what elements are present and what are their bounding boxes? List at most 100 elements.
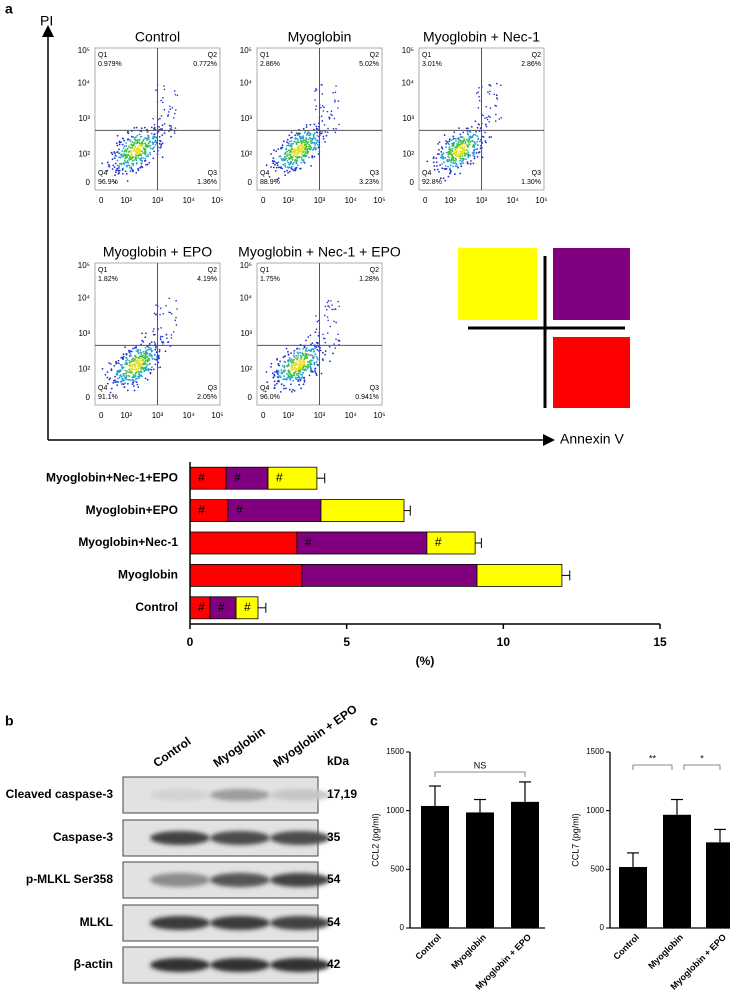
bar-segment bbox=[235, 596, 259, 620]
cytometry-event bbox=[290, 161, 293, 164]
cytometry-event bbox=[453, 131, 456, 134]
y-tick-label: 10² bbox=[78, 365, 90, 374]
cytometry-event bbox=[462, 131, 465, 134]
cytometry-event bbox=[291, 168, 294, 171]
cytometry-event bbox=[310, 370, 313, 373]
cytometry-event bbox=[466, 162, 469, 165]
quadrant-name: Q2 bbox=[208, 267, 217, 274]
cytometry-event bbox=[306, 357, 309, 359]
cytometry-event bbox=[449, 172, 451, 175]
cytometry-event bbox=[464, 142, 467, 144]
quadrant-name: Q3 bbox=[370, 385, 379, 392]
cytometry-event bbox=[272, 376, 275, 379]
cytometry-event bbox=[323, 124, 326, 126]
cytometry-event bbox=[106, 161, 109, 164]
cytometry-event bbox=[160, 307, 162, 310]
cytometry-event bbox=[281, 167, 284, 170]
quadrant-legend bbox=[458, 248, 537, 320]
cytometry-event bbox=[142, 351, 145, 353]
cytometry-event bbox=[146, 353, 149, 355]
cytometry-event bbox=[290, 131, 293, 134]
cytometry-event bbox=[288, 357, 291, 359]
cytometry-event bbox=[452, 143, 455, 146]
cytometry-event bbox=[314, 139, 317, 141]
cytometry-event bbox=[273, 149, 275, 152]
cytometry-event bbox=[144, 361, 147, 364]
cytometry-event bbox=[133, 358, 136, 361]
cytometry-event bbox=[104, 373, 107, 376]
cytometry-event bbox=[154, 333, 156, 336]
y-tick-label: 1000 bbox=[386, 806, 404, 815]
cytometry-event bbox=[137, 169, 140, 172]
cytometry-event bbox=[293, 140, 296, 143]
cytometry-event bbox=[290, 352, 292, 354]
cytometry-event bbox=[151, 366, 153, 369]
cytometry-event bbox=[285, 157, 287, 160]
cytometry-event bbox=[295, 166, 298, 169]
cytometry-event bbox=[331, 114, 333, 117]
cytometry-event bbox=[317, 143, 319, 146]
cytometry-event bbox=[333, 308, 335, 311]
cytometry-event bbox=[286, 138, 289, 141]
cytometry-event bbox=[121, 377, 124, 380]
cytometry-event bbox=[134, 146, 137, 149]
cytometry-event bbox=[332, 352, 334, 355]
cytometry-event bbox=[136, 142, 139, 144]
cytometry-event bbox=[140, 367, 143, 370]
cytometry-event bbox=[432, 161, 435, 164]
cytometry-event bbox=[168, 311, 170, 314]
axis-label: Annexin V bbox=[560, 431, 624, 447]
cytometry-event bbox=[284, 174, 287, 177]
cytometry-event bbox=[130, 144, 133, 147]
cytometry-event bbox=[484, 117, 486, 119]
cytometry-event bbox=[288, 371, 291, 374]
cytometry-event bbox=[287, 161, 290, 164]
cytometry-event bbox=[297, 370, 300, 373]
bar bbox=[619, 866, 647, 928]
cytometry-event bbox=[456, 165, 459, 168]
cytometry-event bbox=[145, 356, 147, 359]
cytometry-event bbox=[168, 297, 171, 300]
cytometry-event bbox=[291, 163, 294, 166]
cytometry-event bbox=[164, 350, 167, 353]
cytometry-event bbox=[136, 134, 139, 137]
cytometry-event bbox=[310, 350, 312, 352]
cytometry-event bbox=[151, 356, 153, 358]
cytometry-event bbox=[287, 370, 290, 372]
cytometry-event bbox=[500, 117, 503, 119]
cytometry-event bbox=[154, 144, 157, 146]
cytometry-event bbox=[294, 376, 297, 379]
cytometry-event bbox=[470, 126, 473, 128]
cytometry-event bbox=[291, 136, 293, 139]
cytometry-event bbox=[297, 356, 299, 359]
cytometry-event bbox=[290, 147, 293, 150]
cytometry-event bbox=[298, 348, 301, 351]
bar-segment bbox=[296, 531, 428, 555]
cytometry-event bbox=[323, 106, 325, 109]
cytometry-event bbox=[288, 163, 291, 166]
quadrant-value: 1.30% bbox=[521, 179, 541, 186]
cytometry-event bbox=[301, 146, 304, 148]
cytometry-event bbox=[467, 156, 470, 159]
cytometry-event bbox=[282, 157, 285, 160]
quadrant-value: 88.9% bbox=[260, 179, 280, 186]
cytometry-event bbox=[322, 135, 325, 138]
cytometry-event bbox=[145, 332, 147, 335]
cytometry-event bbox=[309, 145, 312, 148]
cytometry-event bbox=[293, 364, 296, 367]
cytometry-event bbox=[160, 327, 162, 329]
cytometry-event bbox=[302, 137, 305, 140]
cytometry-event bbox=[169, 128, 172, 131]
cytometry-event bbox=[134, 355, 137, 358]
cytometry-event bbox=[289, 372, 291, 375]
cytometry-event bbox=[277, 161, 280, 164]
bar bbox=[421, 805, 449, 928]
y-tick-label: 10⁵ bbox=[78, 46, 90, 55]
cytometry-event bbox=[125, 357, 128, 359]
cytometry-event bbox=[476, 141, 479, 143]
cytometry-event bbox=[305, 145, 308, 148]
cytometry-event bbox=[279, 391, 282, 393]
cytometry-event bbox=[298, 148, 301, 151]
cytometry-event bbox=[457, 138, 460, 141]
cytometry-event bbox=[117, 377, 119, 380]
